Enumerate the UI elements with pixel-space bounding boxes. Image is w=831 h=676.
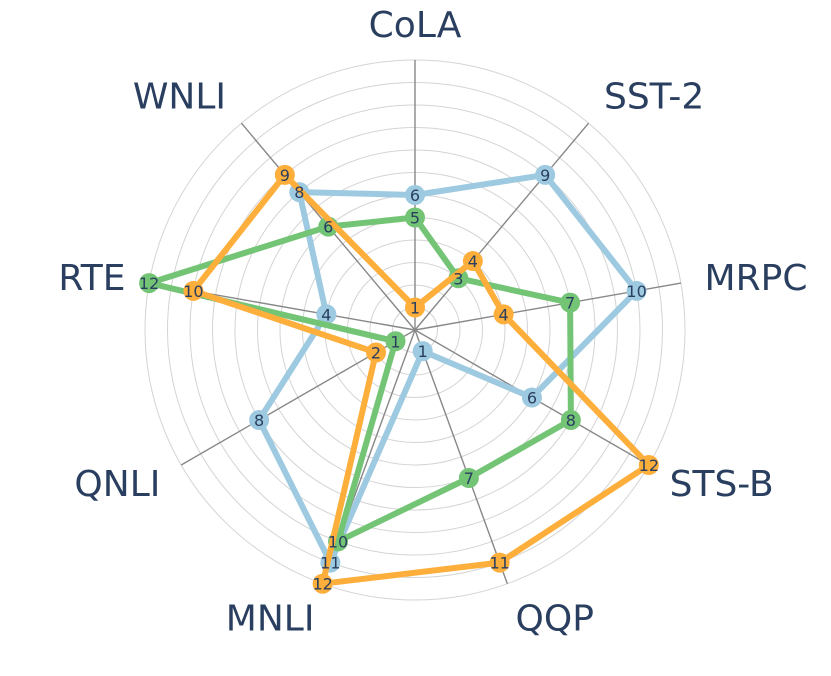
series-2-point-qnli (385, 331, 406, 352)
axis-label-wnli: WNLI (133, 77, 226, 118)
series-1-line (256, 171, 640, 566)
axis-label-sst-2: SST-2 (604, 77, 704, 118)
series-3-point-rte (183, 280, 204, 301)
series-1-value-sts-b: 6 (527, 389, 537, 408)
series-3-value-wnli: 9 (280, 166, 290, 185)
series-2-point-rte (139, 273, 160, 294)
series-3-point-sts-b (638, 455, 659, 475)
series-2-value-cola: 5 (410, 209, 420, 228)
series-1-value-qqp: 1 (418, 342, 428, 361)
series-1-point-sst-2 (535, 164, 556, 185)
spoke-sst-2 (414, 122, 590, 331)
series-2-value-rte: 12 (139, 274, 159, 293)
series-3-point-mnli (312, 573, 333, 594)
series-1-value-qnli: 8 (254, 411, 264, 430)
series-1-point-mrpc (626, 280, 647, 301)
series-3-line (190, 171, 652, 587)
series-3-value-qnli: 2 (371, 344, 381, 363)
radar-series (139, 164, 659, 594)
series-1-value-rte: 4 (321, 305, 331, 324)
series-2-value-mnli: 10 (328, 532, 348, 551)
axis-label-rte: RTE (58, 258, 125, 299)
series-1-point-rte (316, 304, 337, 325)
axis-label-qnli: QNLI (74, 464, 160, 505)
series-1-point-sts-b (521, 387, 542, 408)
series-3-point-mrpc (493, 304, 514, 325)
axis-label-cola: CoLA (369, 5, 462, 46)
series-3-value-rte: 10 (183, 282, 203, 301)
series-3-point-cola (405, 297, 425, 318)
series-2-line (146, 214, 574, 545)
series-3-point-qqp (489, 552, 510, 573)
series-1-value-mnli: 11 (320, 554, 340, 573)
series-3-value-qqp: 11 (489, 554, 509, 573)
series-1-value-wnli: 8 (294, 183, 304, 202)
series-1-value-sst-2: 9 (540, 166, 550, 185)
series-1-point-cola (405, 185, 425, 205)
axis-label-mrpc: MRPC (705, 258, 808, 299)
axis-label-qqp: QQP (516, 599, 594, 640)
series-3-value-sst-2: 4 (468, 252, 478, 271)
series-2-point-qqp (458, 468, 479, 489)
series-3-point-qnli (366, 342, 387, 363)
series-2-value-wnli: 6 (323, 218, 333, 237)
series-2-point-cola (405, 207, 425, 228)
series-2-value-sst-2: 3 (453, 269, 463, 288)
series-3-value-cola: 1 (410, 299, 420, 318)
series-3-value-sts-b: 12 (639, 456, 659, 475)
axis-label-sts-b: STS-B (670, 464, 774, 505)
series-2-value-sts-b: 8 (566, 411, 576, 430)
series-1-point-qnli (249, 410, 270, 430)
series-2-value-qqp: 7 (464, 469, 474, 488)
series-2-value-qnli: 1 (390, 332, 400, 351)
radar-axes: CoLA SST-2 MRPC STS-B QQP MNLI QNLI RTE WNLI (58, 5, 807, 640)
axis-label-mnli: MNLI (226, 599, 315, 640)
series-3-point-sst-2 (462, 251, 483, 272)
series-2-value-mrpc: 7 (565, 294, 575, 313)
series-2-point-mrpc (560, 292, 581, 313)
series-1-value-cola: 6 (410, 186, 420, 205)
spoke-qqp (414, 329, 509, 584)
series-1-value-mrpc: 10 (626, 282, 646, 301)
series-3-value-mnli: 12 (312, 575, 332, 594)
series-1-point-qqp (412, 341, 433, 362)
series-3-point-wnli (274, 164, 295, 185)
series-2-point-sts-b (560, 410, 581, 430)
series-3-value-mrpc: 4 (499, 305, 509, 324)
